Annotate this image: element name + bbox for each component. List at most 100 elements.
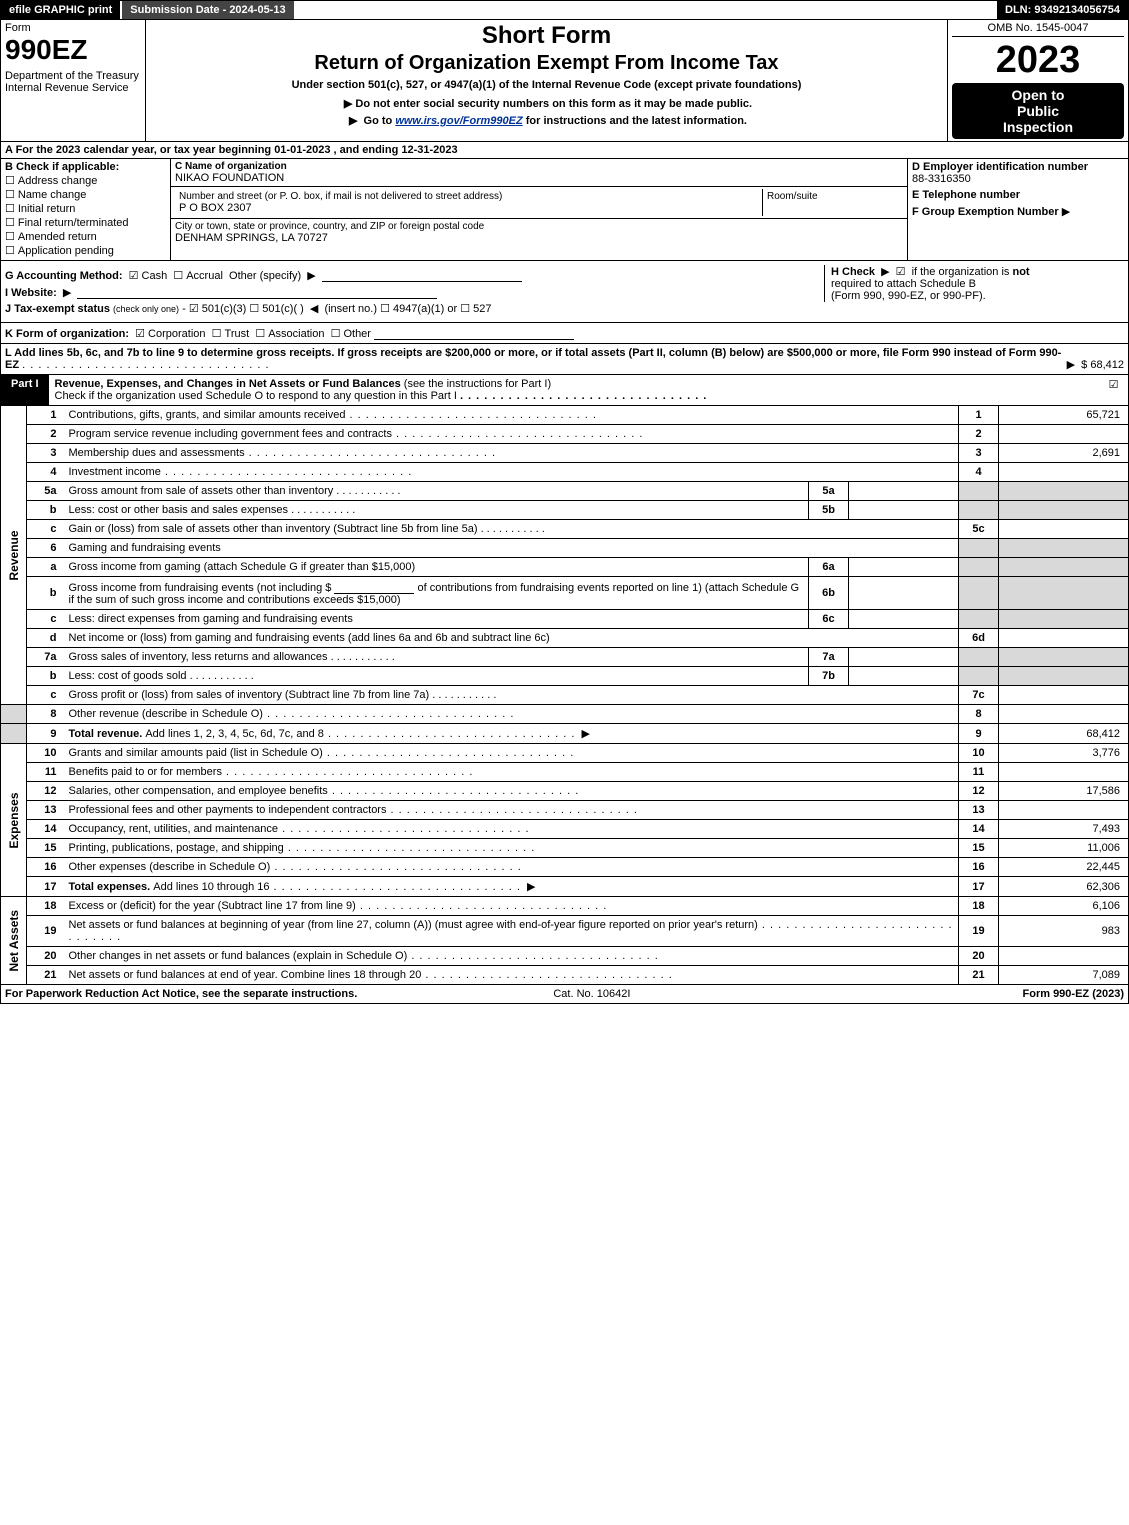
line-rn: 14 bbox=[959, 820, 999, 839]
table-row: c Gain or (loss) from sale of assets oth… bbox=[1, 520, 1129, 539]
line-num: 20 bbox=[27, 947, 65, 966]
ck-address-change[interactable]: Address change bbox=[5, 174, 166, 187]
cell-shade bbox=[959, 648, 999, 667]
part1-checkline: Check if the organization used Schedule … bbox=[55, 390, 457, 402]
dots-icon bbox=[187, 670, 254, 682]
table-row: 7a Gross sales of inventory, less return… bbox=[1, 648, 1129, 667]
line-desc2: Add lines 10 through 16 bbox=[153, 881, 269, 893]
cell-shade bbox=[999, 539, 1129, 558]
footer-right-bold: 990-EZ bbox=[1053, 988, 1089, 1000]
line-value bbox=[999, 763, 1129, 782]
subline-label: 5b bbox=[809, 501, 849, 520]
ck-initial-return[interactable]: Initial return bbox=[5, 202, 166, 215]
footer-right-pre: Form bbox=[1023, 988, 1054, 1000]
line-desc: Other revenue (describe in Schedule O) bbox=[69, 708, 263, 720]
side-expenses: Expenses bbox=[1, 744, 27, 897]
line-desc: Excess or (deficit) for the year (Subtra… bbox=[69, 900, 356, 912]
ck-501c3[interactable]: 501(c)(3) bbox=[189, 303, 247, 315]
line-desc: Other changes in net assets or fund bala… bbox=[69, 950, 408, 962]
line-value: 7,089 bbox=[999, 966, 1129, 985]
form-number: 990EZ bbox=[5, 34, 141, 66]
cell-shade bbox=[999, 648, 1129, 667]
side-netassets: Net Assets bbox=[1, 897, 27, 985]
line-desc: Investment income bbox=[69, 466, 161, 478]
d-value: 88-3316350 bbox=[912, 173, 1124, 185]
f-arrow-icon: ▶ bbox=[1062, 206, 1070, 218]
subline-value bbox=[849, 501, 959, 520]
c-street-value: P O BOX 2307 bbox=[179, 202, 758, 214]
line-desc: Net assets or fund balances at beginning… bbox=[69, 919, 758, 931]
line-rn: 3 bbox=[959, 444, 999, 463]
table-row: 14 Occupancy, rent, utilities, and maint… bbox=[1, 820, 1129, 839]
tax-year: 2023 bbox=[952, 41, 1124, 79]
ck-association[interactable]: Association bbox=[255, 328, 324, 340]
k-other-input[interactable] bbox=[374, 326, 574, 340]
ck-527[interactable]: 527 bbox=[460, 303, 491, 315]
line-rn: 20 bbox=[959, 947, 999, 966]
line-value bbox=[999, 425, 1129, 444]
j-small: (check only one) bbox=[113, 304, 179, 314]
ck-name-change[interactable]: Name change bbox=[5, 188, 166, 201]
table-row: b Less: cost or other basis and sales ex… bbox=[1, 501, 1129, 520]
row-bcdef: B Check if applicable: Address change Na… bbox=[0, 159, 1129, 261]
line-num: 4 bbox=[27, 463, 65, 482]
cell-shade bbox=[999, 482, 1129, 501]
submission-date-button[interactable]: Submission Date - 2024-05-13 bbox=[122, 1, 295, 19]
ck-final-return[interactable]: Final return/terminated bbox=[5, 216, 166, 229]
table-row: 20 Other changes in net assets or fund b… bbox=[1, 947, 1129, 966]
i-website-input[interactable] bbox=[77, 285, 437, 299]
cell-shade bbox=[959, 539, 999, 558]
table-row: 2 Program service revenue including gove… bbox=[1, 425, 1129, 444]
line-num: 21 bbox=[27, 966, 65, 985]
ck-corporation[interactable]: Corporation bbox=[135, 328, 205, 340]
cell-shade bbox=[959, 501, 999, 520]
ck-amended-return[interactable]: Amended return bbox=[5, 230, 166, 243]
open-line1: Open to bbox=[956, 87, 1120, 103]
ck-4947[interactable]: 4947(a)(1) or bbox=[380, 303, 457, 315]
ck-accrual[interactable]: Accrual bbox=[173, 270, 223, 282]
ck-other-org[interactable]: Other bbox=[331, 328, 371, 340]
table-row: a Gross income from gaming (attach Sched… bbox=[1, 558, 1129, 577]
table-row: c Gross profit or (loss) from sales of i… bbox=[1, 686, 1129, 705]
6b-amount-input[interactable] bbox=[334, 580, 414, 594]
cell-shade bbox=[999, 501, 1129, 520]
open-line2: Public bbox=[956, 103, 1120, 119]
form-header: Form 990EZ Department of the Treasury In… bbox=[0, 20, 1129, 142]
g-other-label: Other (specify) bbox=[229, 270, 301, 282]
ck-h-not-required[interactable] bbox=[896, 266, 909, 278]
table-row: 11 Benefits paid to or for members 11 bbox=[1, 763, 1129, 782]
ck-application-pending[interactable]: Application pending bbox=[5, 244, 166, 257]
line-desc: Program service revenue including govern… bbox=[69, 428, 392, 440]
part1-desc: Revenue, Expenses, and Changes in Net As… bbox=[49, 375, 1102, 405]
line-num: 3 bbox=[27, 444, 65, 463]
line-value: 17,586 bbox=[999, 782, 1129, 801]
side-blank bbox=[1, 724, 27, 744]
row-k: K Form of organization: Corporation Trus… bbox=[0, 323, 1129, 344]
part1-table: Revenue 1 Contributions, gifts, grants, … bbox=[0, 406, 1129, 744]
ck-trust[interactable]: Trust bbox=[212, 328, 250, 340]
k-label: K Form of organization: bbox=[5, 328, 129, 340]
expenses-table: Expenses 10 Grants and similar amounts p… bbox=[0, 744, 1129, 897]
irs-link[interactable]: www.irs.gov/Form990EZ bbox=[395, 115, 522, 127]
subline-value bbox=[849, 577, 959, 610]
line-rn: 17 bbox=[959, 877, 999, 897]
line-desc: Professional fees and other payments to … bbox=[69, 804, 387, 816]
dots-icon bbox=[324, 728, 575, 740]
part1-schedule-o-ck[interactable] bbox=[1102, 375, 1128, 405]
subline-value bbox=[849, 482, 959, 501]
line-desc: Less: cost or other basis and sales expe… bbox=[69, 504, 289, 516]
efile-print-button[interactable]: efile GRAPHIC print bbox=[1, 1, 122, 19]
dots-icon bbox=[333, 485, 400, 497]
part1-title: Revenue, Expenses, and Changes in Net As… bbox=[55, 378, 401, 390]
c-city-value: DENHAM SPRINGS, LA 70727 bbox=[175, 232, 903, 244]
col-c: C Name of organization NIKAO FOUNDATION … bbox=[171, 159, 908, 260]
g-other-input[interactable] bbox=[322, 268, 522, 282]
line-desc: Gross income from gaming (attach Schedul… bbox=[69, 561, 416, 573]
ck-501c[interactable]: 501(c)( ) bbox=[249, 303, 303, 315]
dots-icon bbox=[356, 900, 607, 912]
cell-shade bbox=[959, 667, 999, 686]
ck-cash[interactable]: Cash bbox=[129, 270, 168, 282]
line-rn: 6d bbox=[959, 629, 999, 648]
table-row: 3 Membership dues and assessments 3 2,69… bbox=[1, 444, 1129, 463]
header-mid: Short Form Return of Organization Exempt… bbox=[146, 20, 948, 141]
